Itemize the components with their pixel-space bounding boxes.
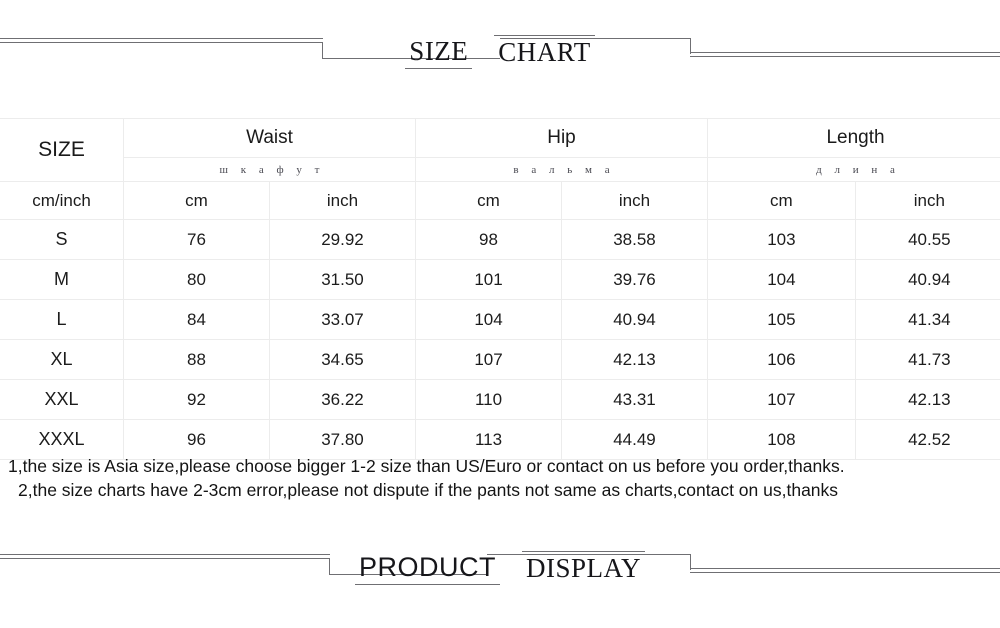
cell-waist-inch: 36.22 (269, 379, 416, 420)
banner-rule-right-step (690, 38, 691, 54)
cell-size: XXXL (0, 419, 124, 460)
cell-hip-inch: 44.49 (561, 419, 708, 460)
cell-hip-cm: 104 (415, 299, 562, 340)
size-table-head: SIZE Waist Hip Length ш к а ф у т в а л … (0, 118, 1000, 220)
header-row-main: SIZE Waist Hip Length (0, 118, 1000, 182)
banner-rule-left-lower (0, 42, 323, 43)
header-unit-length-inch: inch (854, 181, 1000, 220)
product-banner-rule-right-topline (487, 554, 690, 555)
product-display-title: PRODUCT DISPLAY (0, 538, 1000, 598)
cell-length-inch: 42.13 (854, 379, 1000, 420)
cell-waist-cm: 92 (123, 379, 270, 420)
table-row: XXXL 96 37.80 113 44.49 108 42.52 (0, 419, 1000, 460)
cell-waist-cm: 80 (123, 259, 270, 300)
header-row-cyrillic: ш к а ф у т в а л ь м а д л и н а (0, 157, 1000, 182)
table-row: M 80 31.50 101 39.76 104 40.94 (0, 259, 1000, 300)
cell-size: M (0, 259, 124, 300)
product-banner-rule-right-upper (690, 568, 1000, 569)
table-row: XL 88 34.65 107 42.13 106 41.73 (0, 339, 1000, 380)
banner-rule-left-baseline (322, 58, 500, 59)
product-display-title-word-1: PRODUCT (354, 551, 500, 585)
product-display-banner: PRODUCT DISPLAY (0, 538, 1000, 598)
cell-length-inch: 41.34 (854, 299, 1000, 340)
cell-hip-inch: 39.76 (561, 259, 708, 300)
cell-waist-inch: 34.65 (269, 339, 416, 380)
cell-waist-cm: 76 (123, 219, 270, 260)
size-chart-table: SIZE Waist Hip Length ш к а ф у т в а л … (0, 118, 1000, 460)
header-group-waist: Waist (123, 118, 416, 158)
cell-hip-inch: 43.31 (561, 379, 708, 420)
cell-length-inch: 40.55 (854, 219, 1000, 260)
banner-rule-right-lower (690, 56, 1000, 57)
cell-length-inch: 42.52 (854, 419, 1000, 460)
cell-length-inch: 40.94 (854, 259, 1000, 300)
header-unit-waist-cm: cm (123, 181, 270, 220)
size-chart-title-word-2: CHART (494, 35, 595, 69)
cell-length-cm: 108 (707, 419, 856, 460)
cell-hip-cm: 110 (415, 379, 562, 420)
header-unit-cm-inch: cm/inch (0, 181, 124, 220)
header-size-corner: SIZE (0, 118, 124, 182)
cell-waist-inch: 33.07 (269, 299, 416, 340)
cell-size: XL (0, 339, 124, 380)
size-chart-title: SIZE CHART (0, 22, 1000, 82)
cell-waist-inch: 37.80 (269, 419, 416, 460)
cell-length-cm: 103 (707, 219, 856, 260)
header-group-hip-cyrillic: в а л ь м а (415, 157, 708, 182)
cell-hip-cm: 107 (415, 339, 562, 380)
header-unit-length-cm: cm (707, 181, 856, 220)
cell-waist-cm: 96 (123, 419, 270, 460)
cell-hip-cm: 101 (415, 259, 562, 300)
header-group-length-cyrillic: д л и н а (707, 157, 1000, 182)
banner-rule-right-topline (500, 38, 690, 39)
cell-length-cm: 105 (707, 299, 856, 340)
cell-size: L (0, 299, 124, 340)
product-banner-rule-left-upper (0, 554, 330, 555)
size-note-2: 2,the size charts have 2-3cm error,pleas… (18, 480, 839, 500)
header-unit-waist-inch: inch (269, 181, 416, 220)
cell-waist-cm: 88 (123, 339, 270, 380)
table-row: L 84 33.07 104 40.94 105 41.34 (0, 299, 1000, 340)
cell-waist-inch: 31.50 (269, 259, 416, 300)
cell-hip-cm: 98 (415, 219, 562, 260)
product-banner-rule-right-step (690, 554, 691, 570)
product-banner-rule-left-lower (0, 558, 330, 559)
size-chart-banner: SIZE CHART (0, 22, 1000, 82)
cell-hip-inch: 40.94 (561, 299, 708, 340)
cell-hip-inch: 38.58 (561, 219, 708, 260)
header-group-waist-cyrillic: ш к а ф у т (123, 157, 416, 182)
banner-rule-left-step (322, 42, 323, 58)
header-row-units: cm/inch cm inch cm inch cm inch (0, 181, 1000, 220)
product-banner-rule-left-baseline (329, 574, 487, 575)
header-unit-hip-cm: cm (415, 181, 562, 220)
header-unit-hip-inch: inch (561, 181, 708, 220)
table-row: XXL 92 36.22 110 43.31 107 42.13 (0, 379, 1000, 420)
cell-size: XXL (0, 379, 124, 420)
table-row: S 76 29.92 98 38.58 103 40.55 (0, 219, 1000, 260)
banner-rule-left-upper (0, 38, 323, 39)
header-group-length: Length (707, 118, 1000, 158)
header-group-hip: Hip (415, 118, 708, 158)
product-banner-rule-right-lower (690, 572, 1000, 573)
cell-hip-cm: 113 (415, 419, 562, 460)
cell-hip-inch: 42.13 (561, 339, 708, 380)
size-notes: 1,the size is Asia size,please choose bi… (0, 454, 1000, 502)
cell-length-cm: 104 (707, 259, 856, 300)
cell-length-cm: 106 (707, 339, 856, 380)
cell-length-inch: 41.73 (854, 339, 1000, 380)
cell-length-cm: 107 (707, 379, 856, 420)
product-display-title-word-2: DISPLAY (521, 551, 646, 585)
cell-size: S (0, 219, 124, 260)
product-banner-rule-left-step (329, 558, 330, 574)
cell-waist-cm: 84 (123, 299, 270, 340)
banner-rule-right-upper (690, 52, 1000, 53)
size-table-body: S 76 29.92 98 38.58 103 40.55 M 80 31.50 101 39.76 1… (0, 219, 1000, 460)
cell-waist-inch: 29.92 (269, 219, 416, 260)
size-chart-title-word-1: SIZE (405, 35, 473, 69)
size-note-1: 1,the size is Asia size,please choose bi… (8, 456, 845, 476)
